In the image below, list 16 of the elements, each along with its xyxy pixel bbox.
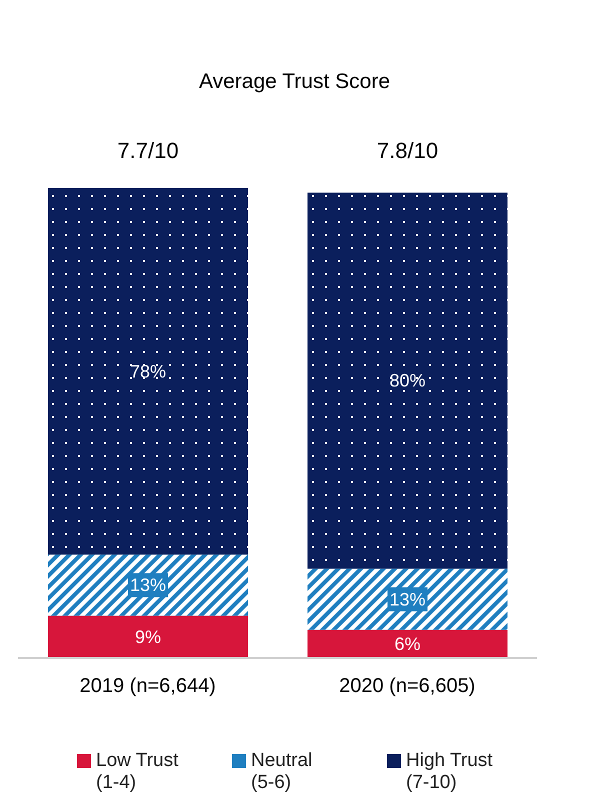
x-tick-label: 2019 (n=6,644) xyxy=(80,675,216,698)
data-label: 78% xyxy=(130,361,166,382)
legend-label: Low Trust (1-4) xyxy=(96,750,178,794)
data-label: 9% xyxy=(134,626,162,647)
text: 7.7/10 xyxy=(117,138,179,163)
x-tick-label: 2020 (n=6,605) xyxy=(339,675,476,698)
bar xyxy=(308,630,508,658)
data-label: 13% xyxy=(130,575,166,596)
legend-label: Neutral (5-6) xyxy=(251,750,312,794)
bar xyxy=(48,616,248,658)
chart-title: Average Trust Score xyxy=(198,70,392,94)
text: 7.8/10 xyxy=(376,138,438,163)
legend-label: High Trust (7-10) xyxy=(406,750,493,794)
data-label: 6% xyxy=(394,634,421,654)
data-label: 13% xyxy=(389,589,426,610)
data-label: 80% xyxy=(389,370,426,391)
